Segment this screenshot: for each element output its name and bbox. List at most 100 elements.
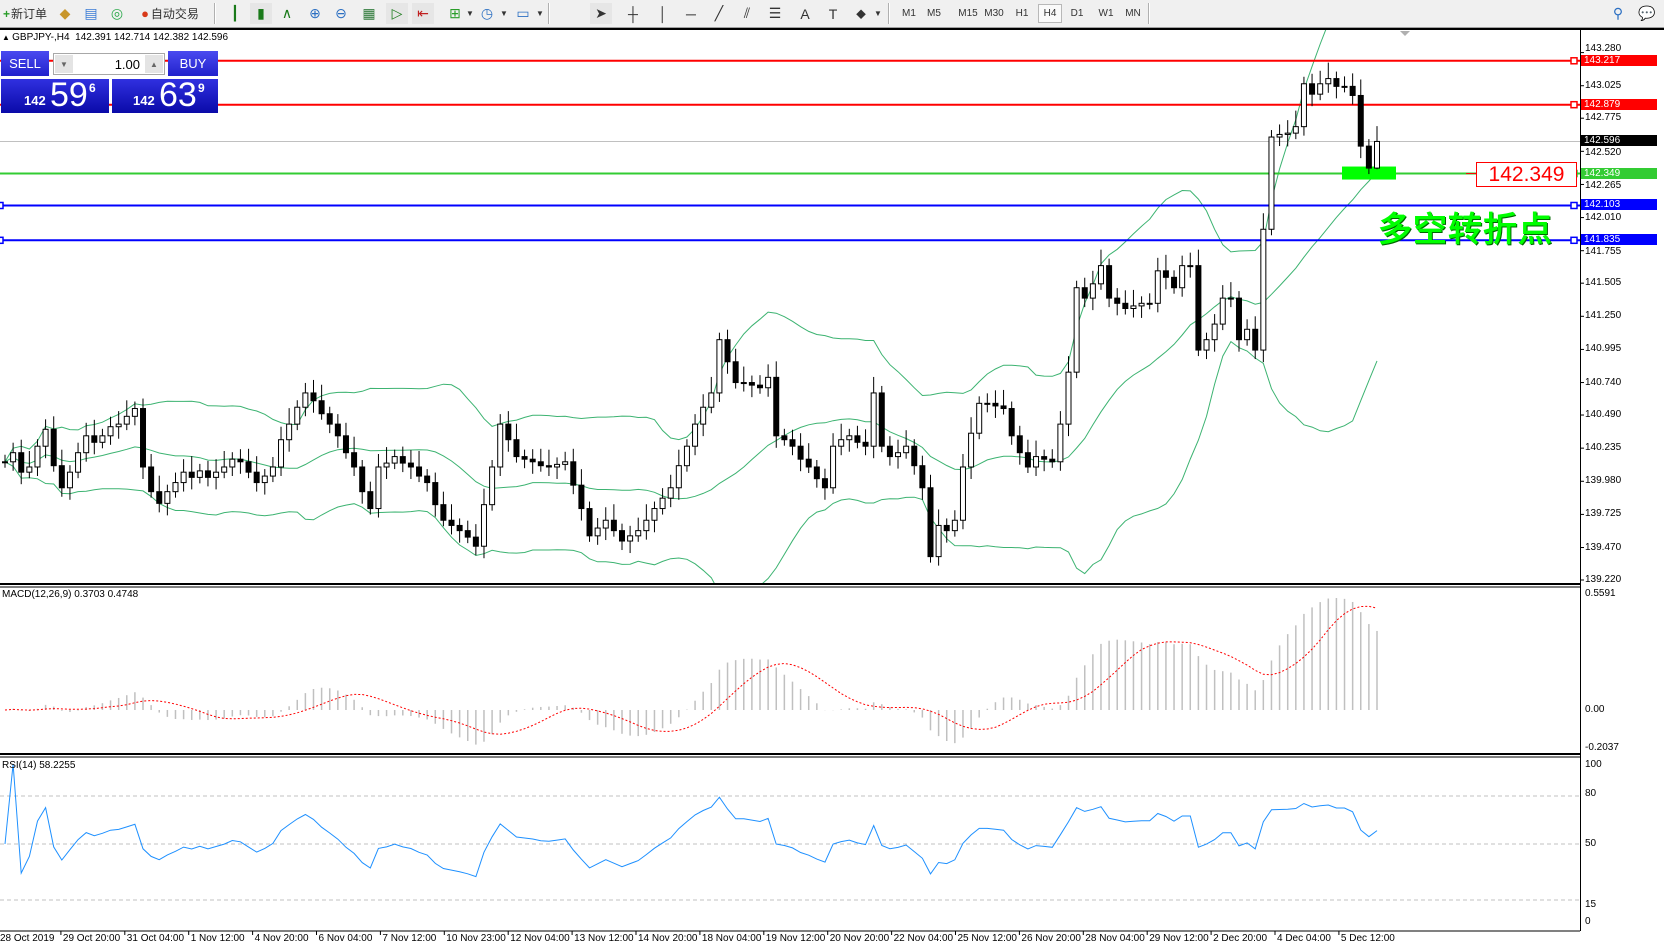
candle-bull bbox=[107, 426, 114, 437]
chevron-down-icon[interactable]: ▼ bbox=[500, 9, 508, 18]
candle-bear bbox=[537, 461, 544, 467]
templates-icon[interactable]: ▭ bbox=[516, 5, 530, 21]
candle-bull bbox=[294, 406, 301, 425]
candle-bull bbox=[1341, 85, 1348, 88]
candle-bull bbox=[951, 519, 958, 532]
price-tick-label: 142.010 bbox=[1585, 211, 1622, 223]
candle-bull bbox=[602, 519, 609, 529]
candle-bull bbox=[75, 452, 82, 473]
time-tick-label: 4 Nov 20:00 bbox=[254, 933, 309, 944]
market-watch-icon[interactable]: ◆ bbox=[59, 5, 71, 21]
candle-bull bbox=[213, 471, 220, 478]
chart-shift-icon[interactable]: ▷ bbox=[386, 3, 408, 24]
candle-bull bbox=[180, 471, 187, 484]
horizontal-line-icon[interactable]: ─ bbox=[686, 5, 696, 22]
bar-chart-icon[interactable]: ┃ bbox=[230, 5, 240, 21]
candle-bear bbox=[456, 524, 463, 532]
candle-bear bbox=[570, 461, 577, 486]
auto-trading-button[interactable]: ● 自动交易 bbox=[132, 3, 208, 24]
vertical-line-icon[interactable]: │ bbox=[658, 5, 668, 22]
candle-bear bbox=[432, 482, 439, 506]
candle-bull bbox=[1033, 456, 1040, 468]
level-handle bbox=[0, 201, 4, 210]
chevron-down-icon[interactable]: ▼ bbox=[874, 9, 882, 18]
timeframe-d1[interactable]: D1 bbox=[1070, 8, 1084, 19]
candle-bear bbox=[854, 435, 861, 443]
timeframe-m30[interactable]: M30 bbox=[984, 8, 1004, 19]
chat-icon[interactable]: 💬 bbox=[1638, 5, 1656, 21]
price-tick-label: 143.025 bbox=[1585, 79, 1622, 91]
candle-bull bbox=[99, 435, 106, 443]
sell-button[interactable]: SELL bbox=[1, 51, 49, 76]
text-icon[interactable]: A bbox=[800, 5, 810, 22]
chart-window[interactable] bbox=[0, 28, 1664, 951]
chevron-down-icon[interactable]: ▼ bbox=[466, 9, 474, 18]
line-chart-icon[interactable]: ∧ bbox=[281, 5, 293, 21]
zoom-in-icon[interactable]: ⊕ bbox=[309, 5, 321, 21]
timeframe-m1[interactable]: M1 bbox=[902, 8, 916, 19]
time-tick-label: 12 Nov 04:00 bbox=[510, 933, 570, 944]
rsi-axis-15: 15 bbox=[1585, 899, 1597, 910]
navigator-icon[interactable]: ◎ bbox=[110, 5, 124, 21]
timeframe-mn[interactable]: MN bbox=[1125, 8, 1141, 19]
candle-bear bbox=[578, 484, 585, 510]
lot-size-field[interactable]: ▼ 1.00 ▲ bbox=[53, 53, 165, 75]
candle-bear bbox=[334, 423, 341, 437]
candle-bear bbox=[1309, 83, 1316, 95]
price-annotation-box[interactable]: 142.349 bbox=[1476, 162, 1577, 187]
level-handle bbox=[1570, 201, 1578, 210]
text-label-icon[interactable]: T bbox=[828, 5, 838, 22]
sell-price[interactable]: 142 59 6 bbox=[1, 76, 109, 114]
candle-bear bbox=[797, 445, 804, 460]
buy-price[interactable]: 142 63 9 bbox=[112, 76, 218, 114]
zoom-out-icon[interactable]: ⊖ bbox=[335, 5, 347, 21]
timeframe-w1[interactable]: W1 bbox=[1098, 8, 1114, 19]
candle-bull bbox=[870, 392, 877, 447]
cursor-icon[interactable]: ➤ bbox=[590, 3, 612, 24]
annotation-text[interactable]: 多空转折点 bbox=[1378, 210, 1553, 250]
timeframe-m5[interactable]: M5 bbox=[927, 8, 941, 19]
candle-bull bbox=[1374, 140, 1380, 169]
tile-windows-icon[interactable]: ▦ bbox=[362, 5, 376, 21]
timeframe-h1[interactable]: H1 bbox=[1015, 8, 1029, 19]
candle-bull bbox=[302, 392, 309, 408]
candle-bear bbox=[1357, 94, 1364, 147]
indicators-icon[interactable]: ⊞ bbox=[449, 5, 461, 21]
crosshair-icon[interactable]: ┼ bbox=[628, 5, 638, 22]
buy-button[interactable]: BUY bbox=[168, 51, 218, 76]
auto-scroll-icon[interactable]: ⇤ bbox=[412, 3, 434, 24]
collapse-triangle-icon[interactable]: ▲ bbox=[2, 33, 13, 42]
lot-increase-icon[interactable]: ▲ bbox=[145, 55, 163, 73]
new-order-button[interactable]: + 新订单 bbox=[0, 3, 50, 24]
candle-bear bbox=[50, 428, 57, 467]
candlestick-icon[interactable]: ▮ bbox=[250, 3, 272, 24]
search-icon[interactable]: ⚲ bbox=[1612, 5, 1624, 21]
candle-bear bbox=[1008, 408, 1015, 437]
candle-bear bbox=[821, 478, 828, 489]
candle-bull bbox=[968, 432, 975, 468]
sell-big-figure: 142 bbox=[24, 93, 46, 108]
candle-bull bbox=[659, 497, 666, 510]
auto-trading-label: 自动交易 bbox=[150, 7, 199, 21]
time-tick-label: 26 Nov 20:00 bbox=[1021, 933, 1081, 944]
trendline-icon[interactable]: ╱ bbox=[714, 5, 724, 21]
arrows-icon[interactable]: ⬥ bbox=[856, 5, 866, 21]
timeframe-m15[interactable]: M15 bbox=[958, 8, 978, 19]
timeframe-h4[interactable]: H4 bbox=[1038, 4, 1062, 23]
candle-bull bbox=[196, 470, 203, 478]
rsi-label: RSI(14) 58.2255 bbox=[2, 760, 76, 771]
toolbar: + 新订单 ◆ ▤ ◎ ● 自动交易 ┃ ▮ ∧ ⊕ ⊖ ▦ ▷ ⇤ ⊞ ▼ ◷… bbox=[0, 0, 1664, 28]
periods-clock-icon[interactable]: ◷ bbox=[480, 5, 494, 21]
lot-decrease-icon[interactable]: ▼ bbox=[55, 55, 73, 73]
candle-bull bbox=[692, 423, 699, 447]
separator bbox=[214, 3, 216, 24]
candle-bull bbox=[830, 445, 837, 489]
fibonacci-icon[interactable]: ☰ bbox=[768, 5, 782, 21]
equidistant-channel-icon[interactable]: ⫽ bbox=[743, 5, 751, 21]
candle-bear bbox=[757, 384, 764, 389]
candle-bull bbox=[1260, 228, 1267, 351]
data-window-icon[interactable]: ▤ bbox=[84, 5, 98, 21]
candle-bear bbox=[862, 441, 869, 447]
chevron-down-icon[interactable]: ▼ bbox=[536, 9, 544, 18]
